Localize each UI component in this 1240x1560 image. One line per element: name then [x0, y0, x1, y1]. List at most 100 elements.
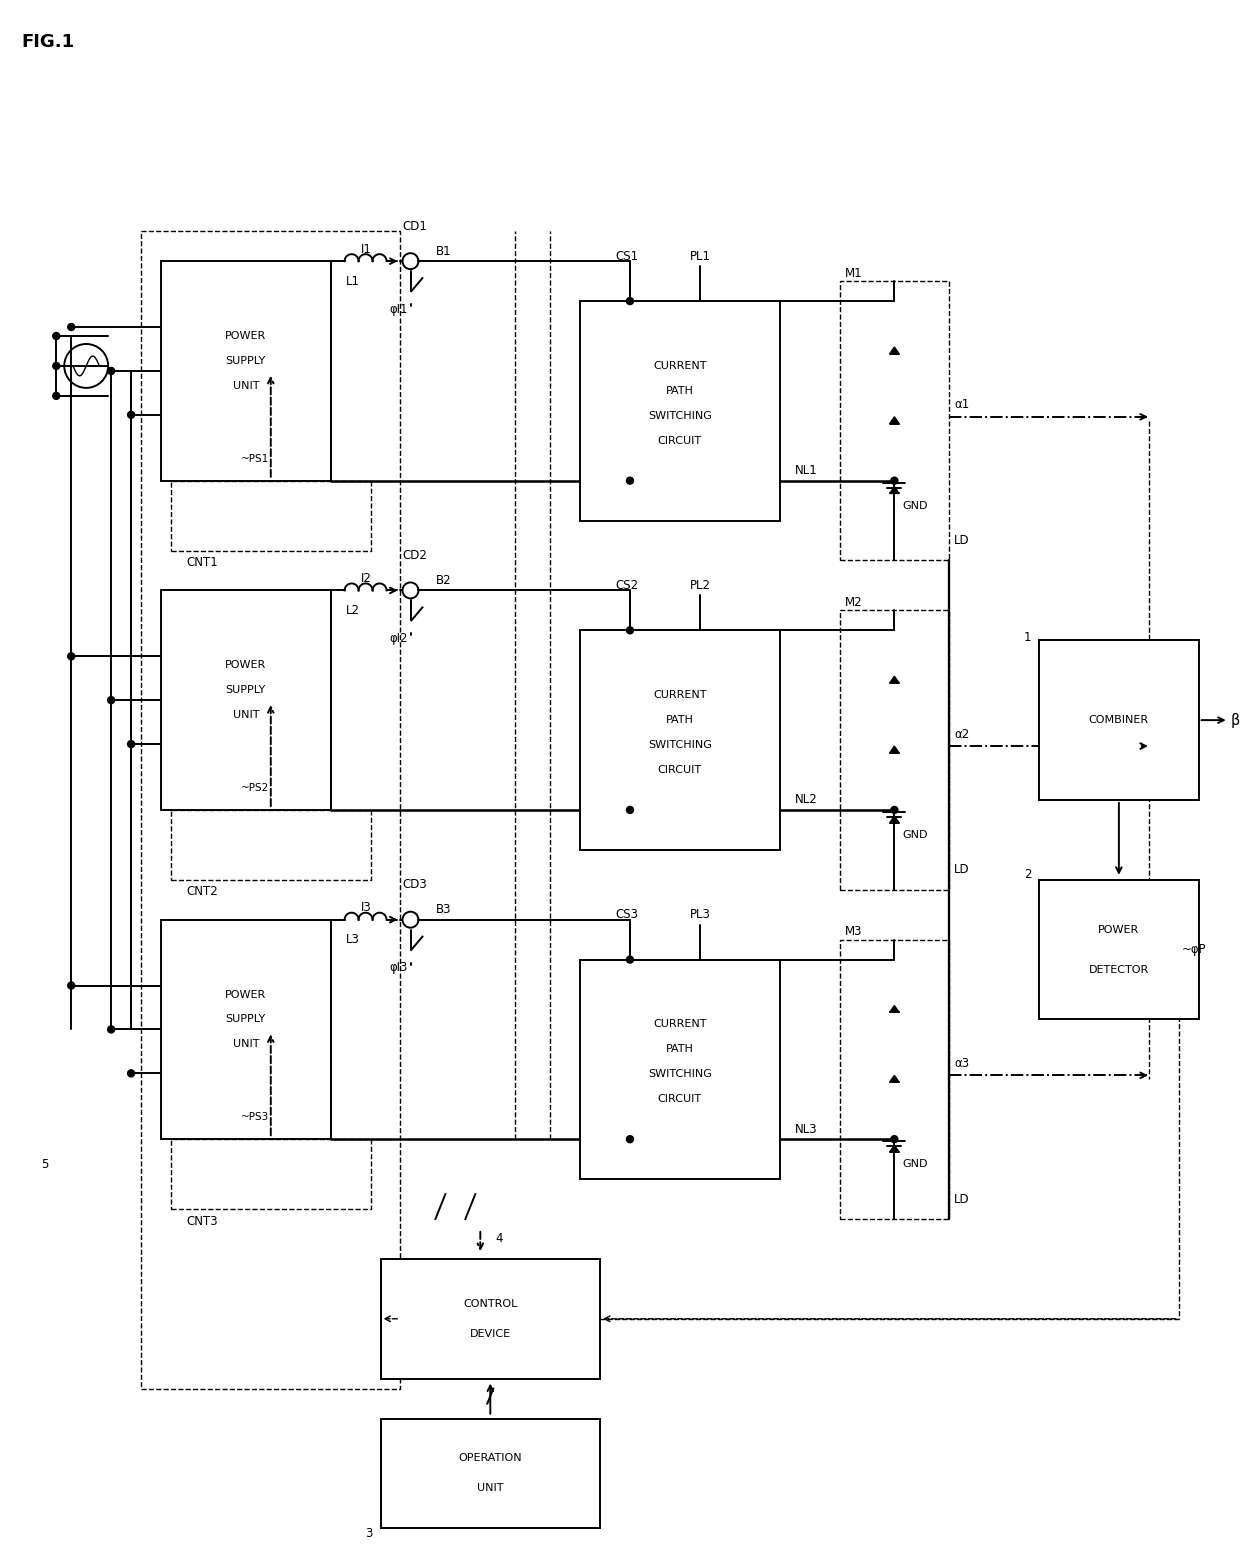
Text: CURRENT: CURRENT	[653, 690, 707, 700]
Text: SWITCHING: SWITCHING	[649, 1069, 712, 1080]
Text: SWITCHING: SWITCHING	[649, 410, 712, 421]
Text: ~φP: ~φP	[1182, 944, 1207, 956]
Text: I2: I2	[361, 573, 372, 585]
Text: CS1: CS1	[615, 250, 639, 262]
Text: I3: I3	[361, 902, 371, 914]
Circle shape	[68, 323, 74, 331]
Text: M2: M2	[844, 596, 862, 608]
Text: CIRCUIT: CIRCUIT	[657, 1094, 702, 1104]
Bar	[839, 610, 950, 889]
Bar	[1039, 880, 1199, 1020]
Bar	[171, 1139, 371, 1209]
Text: CNT2: CNT2	[186, 885, 218, 899]
Text: PATH: PATH	[666, 385, 694, 396]
Polygon shape	[890, 346, 899, 354]
Text: φI2: φI2	[389, 632, 408, 644]
Circle shape	[53, 362, 60, 370]
Bar	[381, 1259, 600, 1379]
Text: I1: I1	[361, 243, 372, 256]
Text: CD3: CD3	[403, 878, 428, 891]
Circle shape	[68, 652, 74, 660]
Bar	[381, 1418, 600, 1529]
Text: β: β	[1230, 713, 1240, 727]
Text: α1: α1	[955, 398, 970, 412]
Polygon shape	[890, 816, 899, 822]
Circle shape	[108, 697, 114, 704]
Circle shape	[626, 627, 634, 633]
Circle shape	[626, 298, 634, 304]
Text: COMBINER: COMBINER	[1089, 714, 1149, 725]
Text: SUPPLY: SUPPLY	[226, 1014, 265, 1025]
Text: CS3: CS3	[615, 908, 639, 922]
Text: 5: 5	[41, 1158, 48, 1170]
Text: CNT1: CNT1	[186, 555, 218, 569]
Bar	[1039, 640, 1199, 800]
Text: LD: LD	[955, 1192, 970, 1206]
Text: OPERATION: OPERATION	[459, 1454, 522, 1463]
Polygon shape	[890, 417, 899, 424]
Text: SUPPLY: SUPPLY	[226, 685, 265, 696]
Text: UNIT: UNIT	[477, 1484, 503, 1493]
Text: SWITCHING: SWITCHING	[649, 739, 712, 750]
Text: CS2: CS2	[615, 579, 639, 591]
Text: B1: B1	[435, 245, 451, 257]
Text: CD1: CD1	[403, 220, 428, 232]
Circle shape	[108, 1026, 114, 1033]
Bar	[161, 590, 331, 810]
Text: CD2: CD2	[403, 549, 428, 562]
Text: LD: LD	[955, 534, 970, 548]
Circle shape	[53, 332, 60, 340]
Circle shape	[53, 393, 60, 399]
Bar	[171, 480, 371, 551]
Text: PATH: PATH	[666, 1044, 694, 1055]
Text: CURRENT: CURRENT	[653, 1019, 707, 1030]
Circle shape	[626, 807, 634, 813]
Text: POWER: POWER	[1099, 925, 1140, 934]
Text: B3: B3	[435, 903, 451, 916]
Text: SUPPLY: SUPPLY	[226, 356, 265, 367]
Text: FIG.1: FIG.1	[21, 33, 74, 50]
Polygon shape	[890, 1006, 899, 1012]
Text: 3: 3	[366, 1527, 373, 1540]
Circle shape	[128, 1070, 135, 1076]
Text: GND: GND	[903, 501, 928, 510]
Text: POWER: POWER	[226, 989, 267, 1000]
Text: L3: L3	[346, 933, 360, 947]
Circle shape	[108, 368, 114, 374]
Text: PL3: PL3	[689, 908, 711, 922]
Circle shape	[890, 1136, 898, 1142]
Text: 2: 2	[1024, 869, 1032, 881]
Circle shape	[626, 477, 634, 484]
Text: NL1: NL1	[795, 465, 817, 477]
Circle shape	[890, 477, 898, 484]
Text: CURRENT: CURRENT	[653, 360, 707, 371]
Text: LD: LD	[955, 863, 970, 877]
Text: UNIT: UNIT	[233, 381, 259, 392]
Circle shape	[68, 983, 74, 989]
Bar	[580, 301, 780, 521]
Text: PL1: PL1	[689, 250, 711, 262]
Text: PATH: PATH	[666, 714, 694, 725]
Text: CIRCUIT: CIRCUIT	[657, 764, 702, 775]
Text: 1: 1	[1024, 630, 1032, 644]
Text: NL3: NL3	[795, 1123, 817, 1136]
Text: GND: GND	[903, 1159, 928, 1168]
Circle shape	[890, 807, 898, 813]
Text: ~PS3: ~PS3	[241, 1112, 269, 1122]
Bar	[141, 231, 401, 1388]
Bar	[839, 939, 950, 1218]
Text: α3: α3	[955, 1056, 970, 1070]
Text: DEVICE: DEVICE	[470, 1329, 511, 1338]
Text: NL2: NL2	[795, 794, 817, 807]
Text: 4: 4	[495, 1232, 502, 1245]
Bar	[171, 810, 371, 880]
Bar	[839, 281, 950, 560]
Text: φI1: φI1	[389, 303, 408, 315]
Bar	[161, 920, 331, 1139]
Text: L1: L1	[346, 275, 360, 287]
Polygon shape	[890, 1145, 899, 1151]
Text: M1: M1	[844, 267, 862, 279]
Text: GND: GND	[903, 830, 928, 839]
Text: POWER: POWER	[226, 660, 267, 671]
Text: CONTROL: CONTROL	[463, 1299, 517, 1309]
